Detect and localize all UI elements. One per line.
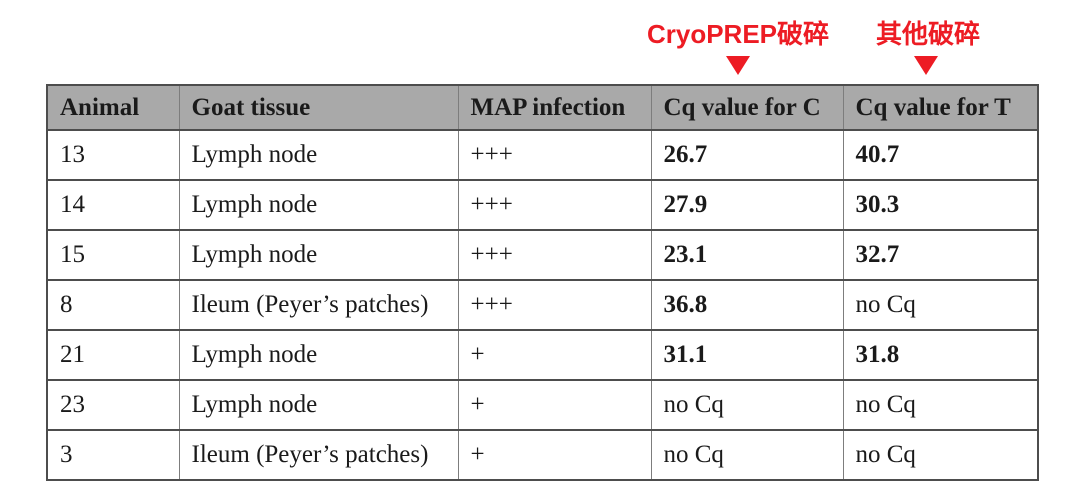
header-cq-value-t: Cq value for T [842, 84, 1039, 131]
down-arrow-icon [914, 56, 938, 75]
cq-t-cell: 31.8 [842, 329, 1039, 381]
cq-c-cell: 23.1 [650, 229, 844, 281]
cq-t-cell: 32.7 [842, 229, 1039, 281]
table-row: 3 Ileum (Peyer’s patches) + no Cq no Cq [46, 429, 1039, 481]
table-row: 23 Lymph node + no Cq no Cq [46, 379, 1039, 431]
goat-tissue-cell: Ileum (Peyer’s patches) [178, 429, 459, 481]
table-row: 15 Lymph node +++ 23.1 32.7 [46, 229, 1039, 281]
header-cq-value-c: Cq value for C [650, 84, 844, 131]
map-infection-cell: +++ [457, 129, 652, 181]
animal-cell: 21 [46, 329, 180, 381]
map-infection-cell: + [457, 379, 652, 431]
cq-c-cell: 36.8 [650, 279, 844, 331]
goat-tissue-cell: Ileum (Peyer’s patches) [178, 279, 459, 331]
map-infection-cell: + [457, 429, 652, 481]
cq-c-cell: 27.9 [650, 179, 844, 231]
animal-cell: 14 [46, 179, 180, 231]
map-infection-cell: +++ [457, 179, 652, 231]
annotation-other-label: 其他破碎 [875, 19, 981, 49]
results-table: Animal Goat tissue MAP infection Cq valu… [46, 84, 1039, 481]
goat-tissue-cell: Lymph node [178, 179, 459, 231]
header-row: Animal Goat tissue MAP infection Cq valu… [46, 84, 1039, 131]
cq-t-cell: 30.3 [842, 179, 1039, 231]
goat-tissue-cell: Lymph node [178, 329, 459, 381]
table-row: 21 Lymph node + 31.1 31.8 [46, 329, 1039, 381]
animal-cell: 23 [46, 379, 180, 431]
annotation-cryoprep-label: CryoPREP破碎 [646, 19, 830, 49]
map-infection-cell: + [457, 329, 652, 381]
cq-t-cell: no Cq [842, 379, 1039, 431]
header-goat-tissue: Goat tissue [178, 84, 459, 131]
header-animal: Animal [46, 84, 180, 131]
table-header: Animal Goat tissue MAP infection Cq valu… [46, 84, 1039, 131]
cq-t-cell: no Cq [842, 279, 1039, 331]
cq-t-cell: 40.7 [842, 129, 1039, 181]
cq-c-cell: 26.7 [650, 129, 844, 181]
animal-cell: 8 [46, 279, 180, 331]
goat-tissue-cell: Lymph node [178, 229, 459, 281]
table-body: 13 Lymph node +++ 26.7 40.7 14 Lymph nod… [46, 129, 1039, 481]
map-infection-cell: +++ [457, 279, 652, 331]
cq-c-cell: no Cq [650, 429, 844, 481]
cq-c-cell: no Cq [650, 379, 844, 431]
animal-cell: 3 [46, 429, 180, 481]
map-infection-cell: +++ [457, 229, 652, 281]
cq-t-cell: no Cq [842, 429, 1039, 481]
table-row: 14 Lymph node +++ 27.9 30.3 [46, 179, 1039, 231]
goat-tissue-cell: Lymph node [178, 379, 459, 431]
down-arrow-icon [726, 56, 750, 75]
table-row: 13 Lymph node +++ 26.7 40.7 [46, 129, 1039, 181]
table-row: 8 Ileum (Peyer’s patches) +++ 36.8 no Cq [46, 279, 1039, 331]
goat-tissue-cell: Lymph node [178, 129, 459, 181]
cq-c-cell: 31.1 [650, 329, 844, 381]
header-map-infection: MAP infection [457, 84, 652, 131]
animal-cell: 15 [46, 229, 180, 281]
animal-cell: 13 [46, 129, 180, 181]
